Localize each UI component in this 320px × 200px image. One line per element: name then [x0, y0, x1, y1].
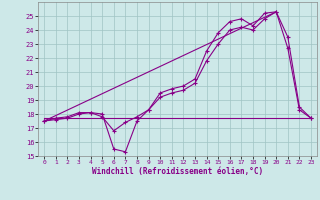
- X-axis label: Windchill (Refroidissement éolien,°C): Windchill (Refroidissement éolien,°C): [92, 167, 263, 176]
